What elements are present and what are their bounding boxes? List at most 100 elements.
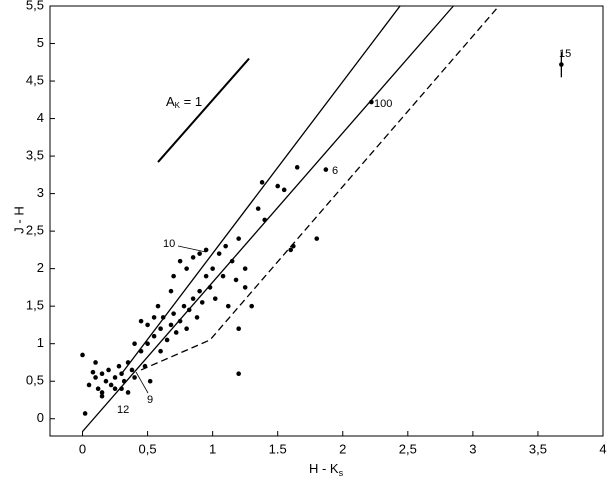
- annotation: 15: [559, 48, 571, 60]
- reddening-rest: = 1: [180, 94, 202, 109]
- annotation: 9: [147, 394, 153, 406]
- annotation: 100: [374, 98, 392, 110]
- data-point: [184, 266, 189, 271]
- data-point: [119, 371, 124, 377]
- data-point: [291, 243, 296, 249]
- data-point: [255, 206, 261, 211]
- data-point: [132, 375, 137, 380]
- data-point: [151, 333, 157, 339]
- plot-frame: [49, 5, 604, 437]
- data-point: [158, 348, 163, 354]
- annotation: 6: [332, 165, 338, 177]
- data-point: [142, 363, 148, 369]
- data-point: [116, 363, 122, 369]
- data-point: [90, 369, 96, 375]
- data-point: [294, 165, 300, 170]
- y-axis-label: J - H: [11, 206, 26, 233]
- data-point: [108, 382, 114, 388]
- x-tick-label: 0: [79, 441, 86, 456]
- data-point: [197, 251, 202, 256]
- data-point: [99, 393, 105, 399]
- data-point: [155, 303, 161, 309]
- data-point: [145, 322, 150, 328]
- data-point: [323, 167, 329, 172]
- x-tick-label: 1.5: [269, 441, 287, 456]
- y-tick-label: 4,5: [26, 72, 44, 87]
- data-point: [125, 390, 131, 395]
- data-point: [160, 315, 166, 320]
- data-point: [203, 247, 209, 253]
- data-point: [186, 307, 192, 313]
- x-label-sub: s: [339, 468, 344, 478]
- data-point: [168, 322, 174, 328]
- error-point: [559, 62, 564, 67]
- data-point: [262, 217, 267, 223]
- x-tick-label: 3: [469, 441, 476, 456]
- reference-line: [140, 5, 500, 371]
- data-point: [82, 411, 88, 416]
- data-point: [168, 288, 174, 294]
- y-tick-label: 0,5: [26, 373, 44, 388]
- y-tick-label: 5: [37, 35, 44, 50]
- leader: [177, 245, 207, 253]
- reddening-main: A: [166, 94, 175, 109]
- data-point: [190, 296, 196, 301]
- leader: [135, 371, 149, 394]
- data-point: [199, 300, 205, 305]
- reference-line: [82, 5, 454, 432]
- data-point: [121, 378, 127, 384]
- x-tick-label: 0,5: [139, 441, 157, 456]
- data-point: [194, 315, 200, 320]
- data-point: [138, 348, 144, 354]
- y-tick-label: 5,5: [26, 0, 44, 12]
- data-point: [223, 243, 228, 249]
- data-point: [281, 187, 287, 193]
- data-point: [173, 330, 179, 335]
- data-point: [129, 367, 135, 373]
- data-point: [99, 390, 105, 395]
- data-point: [236, 236, 241, 241]
- data-point: [212, 296, 218, 301]
- data-point: [197, 288, 202, 294]
- data-point: [177, 318, 183, 324]
- data-point: [233, 277, 239, 283]
- y-tick-label: 3,5: [26, 148, 44, 163]
- data-point: [99, 371, 105, 377]
- y-tick-label: 2: [37, 260, 44, 275]
- data-point: [242, 285, 248, 290]
- y-tick-label: 4: [37, 110, 44, 125]
- data-point: [151, 315, 157, 320]
- data-point: [171, 311, 176, 316]
- data-point: [164, 337, 170, 343]
- data-point: [158, 326, 163, 331]
- data-point: [184, 326, 189, 331]
- reddening-sub: K: [175, 101, 181, 110]
- y-tick-label: 1,5: [26, 298, 44, 313]
- data-point: [95, 386, 101, 392]
- y-tick-label: 3: [37, 185, 44, 200]
- data-point: [112, 386, 118, 392]
- y-tick-label: 1: [37, 335, 44, 350]
- data-point: [80, 352, 85, 358]
- x-tick-label: 1: [209, 441, 216, 456]
- data-point: [314, 236, 320, 241]
- data-point: [145, 341, 150, 346]
- data-point: [125, 360, 131, 365]
- data-point: [103, 378, 109, 384]
- data-point: [138, 318, 144, 324]
- reference-line: [121, 5, 401, 375]
- data-point: [93, 375, 98, 380]
- data-point: [171, 273, 176, 279]
- annotation: 10: [163, 238, 175, 250]
- data-point: [181, 303, 187, 309]
- data-point: [147, 378, 153, 384]
- data-point: [207, 285, 213, 290]
- reddening-label: AK = 1: [166, 94, 202, 110]
- y-tick-label: 2,5: [26, 223, 44, 238]
- data-point: [106, 367, 111, 373]
- data-point: [190, 255, 196, 260]
- data-point: [220, 273, 226, 279]
- data-point: [242, 266, 248, 271]
- data-point: [275, 183, 281, 189]
